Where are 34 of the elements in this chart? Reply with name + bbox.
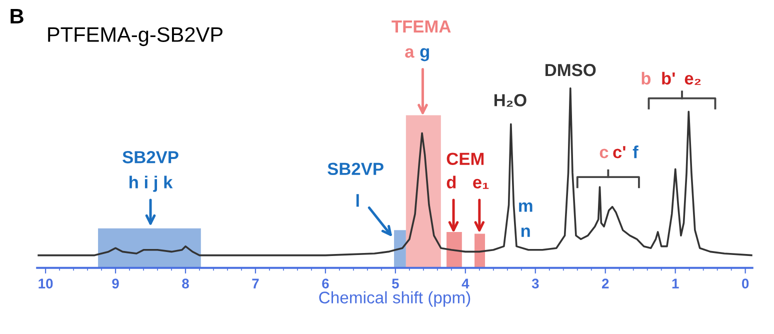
text: TFEMA: [392, 20, 451, 32]
annotation: f: [632, 146, 638, 158]
text: g: [420, 48, 429, 62]
text: B: [10, 9, 24, 24]
annotation: SB2VP: [328, 162, 384, 176]
x-tick-label: 4: [462, 278, 470, 288]
annotation: c': [613, 146, 626, 158]
annotation: m: [519, 202, 532, 212]
x-tick-label: 3: [532, 278, 539, 289]
annotation: H₂O: [494, 94, 526, 107]
annotation: SB2VP: [122, 151, 178, 164]
annotation: c: [600, 148, 608, 158]
x-tick-label: 1: [672, 278, 679, 288]
text: b: [642, 72, 651, 85]
x-tick-label: 9: [112, 278, 119, 288]
text: a: [405, 48, 414, 58]
text: b': [662, 72, 675, 85]
annotation: CEM: [446, 152, 484, 165]
x-tick-label: 6: [322, 278, 329, 288]
annotation: n: [521, 228, 530, 237]
x-tick-label: 8: [182, 278, 189, 288]
x-tick-label: 0: [742, 278, 749, 288]
x-tick-label: 2: [602, 278, 609, 288]
x-tick-label: 5: [392, 278, 399, 288]
annotation: h i j k: [130, 176, 173, 192]
annotation: l: [356, 194, 359, 207]
annotation: e₁: [473, 178, 489, 189]
x-axis-title: Chemical shift (ppm): [319, 291, 470, 307]
text: DMSO: [546, 64, 596, 76]
annotation: d: [446, 176, 456, 188]
x-tick-label: 7: [252, 278, 259, 288]
chart-title: PTFEMA-g-SB2VP: [48, 27, 222, 46]
text: e₂: [684, 75, 701, 85]
x-tick-label: 10: [38, 278, 53, 288]
